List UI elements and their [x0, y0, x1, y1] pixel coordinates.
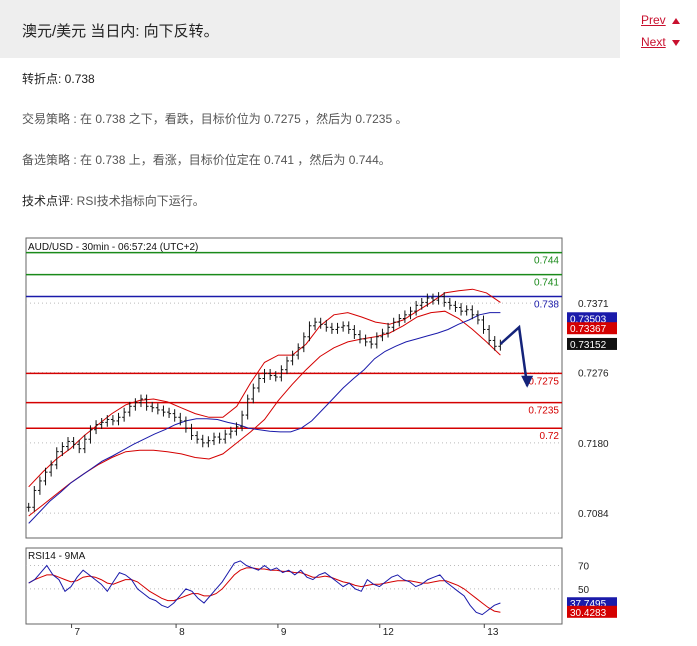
rsi-tag [567, 605, 617, 618]
level-label: 0.7235 [528, 406, 559, 417]
rsi-ma-line [28, 567, 501, 613]
tech-comment-paragraph: 技术点评: RSI技术指标向下运行。 [22, 192, 205, 209]
forecast-arrow-line [499, 324, 529, 386]
price-tick-label: 0.7084 [578, 509, 609, 520]
level-label: 0.744 [534, 256, 559, 267]
price-tick-label: 0.7371 [578, 299, 609, 310]
triangle-down-icon [671, 39, 680, 46]
forecast-arrow-head [521, 375, 534, 388]
prev-label: Prev [641, 13, 666, 27]
price-panel: 0.7371 0.7276 0.7180 0.7084 AUD/USD - 30min … [25, 237, 617, 539]
price-tag [567, 337, 617, 350]
price-tag-label: 0.73367 [570, 324, 607, 335]
level-label: 0.7275 [528, 376, 559, 387]
price-tag-label: 0.73503 [570, 314, 607, 325]
pivot-value: : 0.738 [58, 72, 95, 86]
rsi-tag-label: 37.7495 [570, 599, 607, 610]
strategy-paragraph: 交易策略 : 在 0.738 之下，看跌，目标价位为 0.7275 ，然后为 0… [22, 110, 407, 127]
headline-bar: 澳元/美元 当日内: 向下反转。 [0, 0, 620, 58]
price-tick-label: 0.7180 [578, 439, 609, 450]
triangle-up-icon [671, 17, 680, 24]
tech-comment-label: 技术点评 [22, 194, 71, 208]
strategy-text: 在 0.738 之下，看跌，目标价位为 0.7275 ，然后为 0.7235 。 [76, 112, 408, 126]
pivot-label: 转折点 [22, 72, 59, 86]
x-tick-label: 8 [179, 627, 185, 638]
price-tag [567, 312, 617, 325]
rsi-title: RSI14 - 9MA [28, 551, 86, 562]
price-tag [567, 322, 617, 335]
rsi-tick-label: 50 [578, 585, 590, 596]
x-tick-label: 9 [281, 627, 287, 638]
level-label: 0.72 [540, 431, 560, 442]
price-tick-label: 0.7276 [578, 369, 609, 380]
rsi-tick-label: 70 [578, 562, 590, 573]
alt-strategy-label: 备选策略 : [22, 153, 77, 167]
x-tick-label: 13 [487, 627, 499, 638]
level-label: 0.741 [534, 278, 559, 289]
x-tick-label: 7 [75, 627, 81, 638]
next-link[interactable]: Next [641, 35, 680, 49]
pivot-paragraph: 转折点: 0.738 [22, 70, 95, 87]
tech-comment-text: : RSI技术指标向下运行。 [70, 194, 205, 208]
price-plot-frame [25, 237, 563, 539]
x-tick-label: 12 [383, 627, 395, 638]
page-title: 澳元/美元 当日内: 向下反转。 [22, 23, 219, 40]
next-label: Next [641, 35, 666, 49]
chart-title: AUD/USD - 30min - 06:57:24 (UTC+2) [28, 242, 198, 253]
level-label: 0.738 [534, 300, 559, 311]
rsi-line [28, 560, 501, 616]
rsi-plot-frame [25, 547, 563, 625]
price-tag-label: 0.73152 [570, 340, 607, 351]
bollinger-lower-line [28, 310, 501, 517]
strategy-label: 交易策略 : [22, 112, 77, 126]
moving-average-line [28, 312, 501, 524]
price-chart: 0.7371 0.7276 0.7180 0.7084 AUD/USD - 30min … [25, 237, 617, 638]
alt-strategy-text: 在 0.738 上，看涨，目标价位定在 0.741 ，然后为 0.744。 [76, 153, 391, 167]
alt-strategy-paragraph: 备选策略 : 在 0.738 上，看涨，目标价位定在 0.741 ，然后为 0.… [22, 151, 391, 168]
prev-link[interactable]: Prev [641, 13, 680, 27]
rsi-tag-label: 30.4283 [570, 608, 607, 619]
